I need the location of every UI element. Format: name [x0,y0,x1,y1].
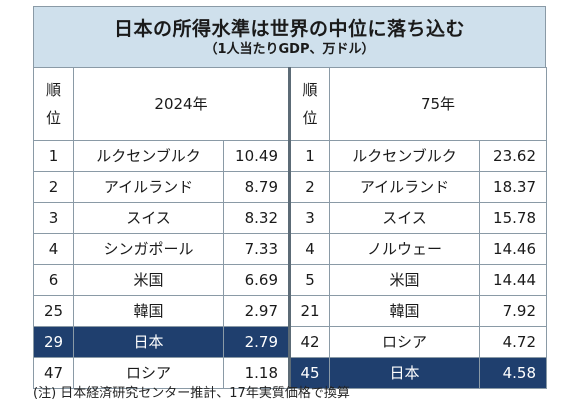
country-left-cell: 韓国 [73,295,224,327]
table-row: 25 韓国 2.97 21 韓国 7.92 [33,295,547,327]
footnote: (注) 日本経済研究センター推計、17年実質価格で換算 [33,386,350,401]
country-left-cell: アイルランド [73,171,224,203]
rank-right-cell: 3 [288,202,330,234]
value-left-cell: 2.97 [223,295,290,327]
rank-right-cell: 4 [288,233,330,265]
title-box: 日本の所得水準は世界の中位に落ち込む （1人当たりGDP、万ドル） [33,6,546,67]
table-body: 1 ルクセンブルク 10.49 1 ルクセンブルク 23.62 2 アイルランド 8.79 2 アイ… [33,140,547,389]
value-right-cell: 14.46 [479,233,547,265]
rank-left-cell: 29 [33,326,74,358]
rank-right-cell: 1 [288,140,330,172]
country-right-cell: ルクセンブルク [329,140,480,172]
table-row: 6 米国 6.69 5 米国 14.44 [33,264,547,296]
country-right-cell: 日本 [329,357,480,389]
value-left-cell: 8.79 [223,171,290,203]
country-left-cell: ロシア [73,357,224,389]
rank-right-cell: 2 [288,171,330,203]
value-right-cell: 15.78 [479,202,547,234]
country-right-cell: ロシア [329,326,480,358]
rank-right-cell: 45 [288,357,330,389]
table-row: 29 日本 2.79 42 ロシア 4.72 [33,326,547,358]
rank-left-cell: 47 [33,357,74,389]
ranking-table: 順 位 2024年 順 位 75年 1 ルクセンブルク 10.49 1 ルクセンブルク 2… [33,67,547,389]
table-row: 3 スイス 8.32 3 スイス 15.78 [33,202,547,234]
year-header-left: 2024年 [73,67,290,141]
country-left-cell: ルクセンブルク [73,140,224,172]
table-row: 47 ロシア 1.18 45 日本 4.58 [33,357,547,389]
country-right-cell: 韓国 [329,295,480,327]
table-row: 2 アイルランド 8.79 2 アイルランド 18.37 [33,171,547,203]
country-left-cell: 米国 [73,264,224,296]
value-right-cell: 14.44 [479,264,547,296]
value-left-cell: 10.49 [223,140,290,172]
table-header-row: 順 位 2024年 順 位 75年 [33,67,547,141]
rank-header-left: 順 位 [33,67,74,141]
value-right-cell: 4.58 [479,357,547,389]
country-left-cell: 日本 [73,326,224,358]
value-left-cell: 2.79 [223,326,290,358]
rank-left-cell: 2 [33,171,74,203]
value-right-cell: 7.92 [479,295,547,327]
rank-left-cell: 6 [33,264,74,296]
rank-right-cell: 42 [288,326,330,358]
rank-left-cell: 25 [33,295,74,327]
rank-right-cell: 21 [288,295,330,327]
value-left-cell: 6.69 [223,264,290,296]
rank-header-right: 順 位 [288,67,330,141]
value-right-cell: 4.72 [479,326,547,358]
country-left-cell: スイス [73,202,224,234]
rank-right-cell: 5 [288,264,330,296]
rank-left-cell: 4 [33,233,74,265]
country-right-cell: アイルランド [329,171,480,203]
rank-left-cell: 1 [33,140,74,172]
year-header-right: 75年 [329,67,547,141]
table-row: 1 ルクセンブルク 10.49 1 ルクセンブルク 23.62 [33,140,547,172]
page-title: 日本の所得水準は世界の中位に落ち込む [113,17,465,40]
country-right-cell: ノルウェー [329,233,480,265]
country-right-cell: 米国 [329,264,480,296]
value-left-cell: 7.33 [223,233,290,265]
table-row: 4 シンガポール 7.33 4 ノルウェー 14.46 [33,233,547,265]
country-left-cell: シンガポール [73,233,224,265]
value-right-cell: 23.62 [479,140,547,172]
value-left-cell: 8.32 [223,202,290,234]
rank-left-cell: 3 [33,202,74,234]
ranking-card: 日本の所得水準は世界の中位に落ち込む （1人当たりGDP、万ドル） 順 位 20… [33,6,547,389]
value-right-cell: 18.37 [479,171,547,203]
country-right-cell: スイス [329,202,480,234]
page-subtitle: （1人当たりGDP、万ドル） [204,41,375,57]
